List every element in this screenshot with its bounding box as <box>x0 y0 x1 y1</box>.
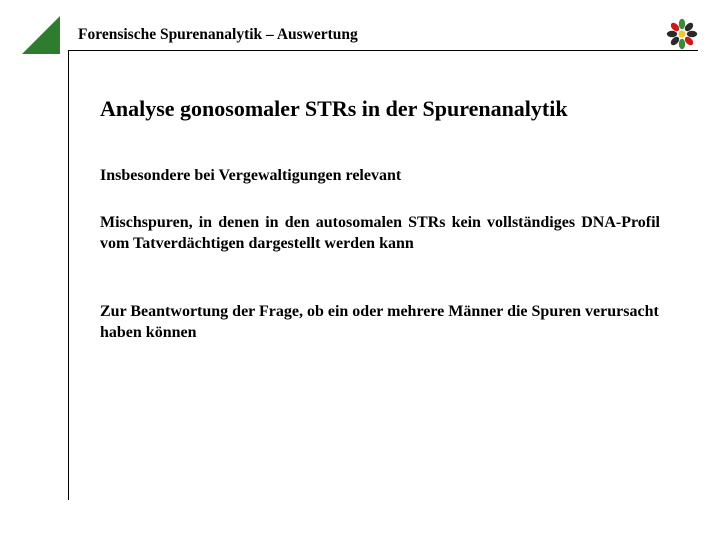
header-title: Forensische Spurenanalytik – Auswertung <box>78 26 358 44</box>
slide-content: Analyse gonosomaler STRs in der Spurenan… <box>100 96 660 370</box>
vertical-divider <box>68 50 69 500</box>
paragraph-3: Zur Beantwortung der Frage, ob ein oder … <box>100 302 660 344</box>
slide-header: Forensische Spurenanalytik – Auswertung <box>22 24 698 60</box>
slide-title: Analyse gonosomaler STRs in der Spurenan… <box>100 96 660 122</box>
triangle-icon <box>22 16 60 54</box>
paragraph-1: Insbesondere bei Vergewaltigungen releva… <box>100 166 660 187</box>
header-underline <box>68 50 698 51</box>
paragraph-2: Mischspuren, in denen in den autosomalen… <box>100 213 660 255</box>
institution-logo-icon <box>666 18 698 50</box>
